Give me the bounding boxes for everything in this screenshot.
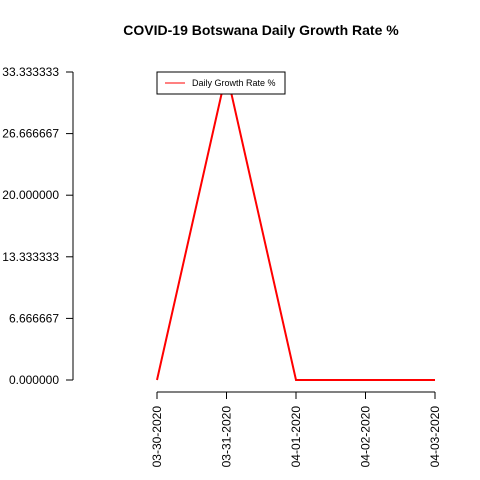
x-tick-label: 03-31-2020: [220, 406, 234, 468]
plot-series: [156, 71, 435, 381]
y-tick-label: 26.666667: [2, 127, 59, 141]
chart-title: COVID-19 Botswana Daily Growth Rate %: [123, 22, 399, 38]
x-axis: 03-30-2020 03-31-2020 04-01-2020 04-02-2020…: [150, 392, 442, 467]
y-tick-label: 20.000000: [2, 188, 59, 202]
legend-label: Daily Growth Rate %: [192, 78, 276, 88]
y-tick-label: 0.000000: [9, 373, 59, 387]
y-tick-label: 13.333333: [2, 250, 59, 264]
legend: Daily Growth Rate %: [156, 71, 286, 95]
y-axis: 0.000000 6.666667 13.333333 20.000000 26.666…: [2, 65, 73, 387]
x-tick-label: 04-02-2020: [359, 406, 373, 468]
series-line: [156, 71, 435, 381]
y-tick-label: 6.666667: [9, 311, 59, 325]
legend-box: [156, 71, 286, 95]
x-tick-label: 04-01-2020: [289, 406, 303, 468]
x-tick-label: 04-03-2020: [428, 406, 442, 468]
x-tick-label: 03-30-2020: [150, 406, 164, 468]
y-tick-label: 33.333333: [2, 65, 59, 79]
